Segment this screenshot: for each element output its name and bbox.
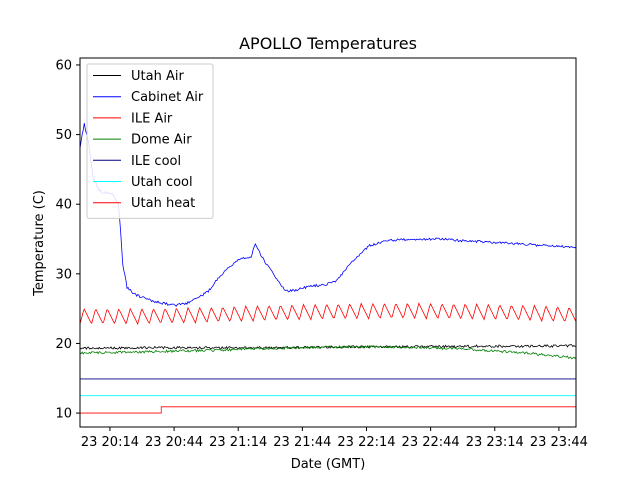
legend-label: Dome Air [131,133,192,148]
x-tick-label: 23 21:14 [209,435,267,450]
chart-title: APOLLO Temperatures [239,34,417,53]
x-axis-label: Date (GMT) [291,457,366,472]
axis-layer: 10 20 30 40 50 60 23 20:14 23 20:44 23 21:14 23 2… [55,57,588,450]
legend-label: Utah Air [131,69,184,84]
x-tick-label: 23 20:44 [145,435,203,450]
x-tick-label: 23 20:14 [81,435,139,450]
x-tick-label: 23 22:14 [337,435,395,450]
y-tick-label: 40 [55,198,72,213]
x-tick-label: 23 22:44 [402,435,460,450]
series-line-ile-air [80,302,576,326]
series-line-utah-heat [80,406,576,414]
legend-label: Utah cool [131,175,193,190]
legend-label: ILE Air [131,111,173,126]
series-line-utah-air [80,344,576,350]
x-tick-label: 23 23:14 [466,435,524,450]
x-tick-label: 23 21:44 [273,435,331,450]
plot-layer [80,122,576,414]
legend-label: Cabinet Air [131,90,204,105]
y-tick-label: 60 [55,58,72,73]
y-tick-label: 30 [55,267,72,282]
y-tick-label: 20 [55,337,72,352]
y-tick-label: 50 [55,128,72,143]
legend: Utah Air Cabinet Air ILE Air Dome Air ILE co… [86,63,214,219]
series-line-dome-air [80,345,576,360]
legend-label: Utah heat [131,196,195,211]
y-tick-label: 10 [55,407,72,422]
y-axis-label: Temperature (C) [32,190,47,297]
legend-frame [86,63,214,219]
x-tick-label: 23 23:44 [530,435,588,450]
legend-label: ILE cool [131,154,181,169]
series-line-cabinet-air [80,122,576,307]
plot-frame [79,57,577,428]
